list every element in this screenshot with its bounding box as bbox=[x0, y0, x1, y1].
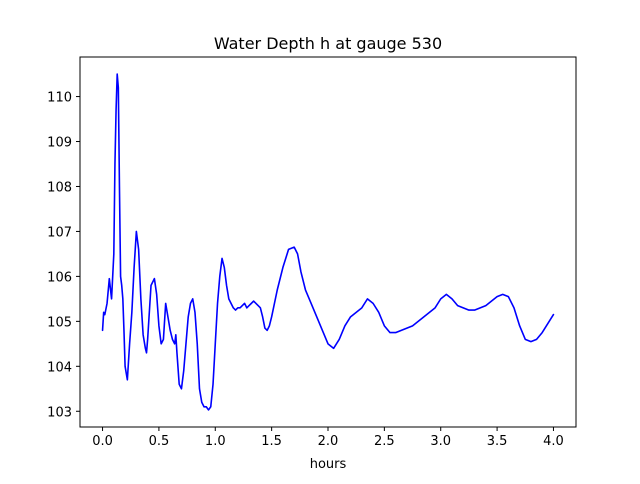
x-tick-label: 3.5 bbox=[487, 434, 508, 449]
x-tick-label: 3.0 bbox=[430, 434, 451, 449]
y-tick-label: 105 bbox=[47, 315, 72, 330]
y-tick-label: 109 bbox=[47, 136, 72, 151]
x-tick-label: 1.5 bbox=[261, 434, 282, 449]
x-axis-label: hours bbox=[310, 457, 347, 472]
x-tick-label: 2.5 bbox=[374, 434, 395, 449]
y-tick-label: 103 bbox=[47, 405, 72, 420]
y-tick-label: 104 bbox=[47, 360, 72, 375]
x-axis: 0.0 0.5 1.0 1.5 2.0 2.5 3.0 3.5 4.0 bbox=[92, 427, 564, 449]
series-layer bbox=[101, 73, 555, 411]
chart-title: Water Depth h at gauge 530 bbox=[214, 34, 442, 53]
x-tick-label: 0.0 bbox=[92, 434, 113, 449]
x-tick-label: 4.0 bbox=[543, 434, 564, 449]
x-tick-label: 2.0 bbox=[318, 434, 339, 449]
series-line-0 bbox=[101, 73, 555, 411]
y-tick-label: 108 bbox=[47, 180, 72, 195]
y-tick-label: 107 bbox=[47, 225, 72, 240]
y-tick-label: 110 bbox=[47, 91, 72, 106]
plot-area bbox=[80, 57, 576, 427]
x-tick-label: 0.5 bbox=[149, 434, 170, 449]
y-tick-label: 106 bbox=[47, 270, 72, 285]
x-tick-label: 1.0 bbox=[205, 434, 226, 449]
y-axis: 103 104 105 106 107 108 109 110 bbox=[47, 91, 80, 420]
